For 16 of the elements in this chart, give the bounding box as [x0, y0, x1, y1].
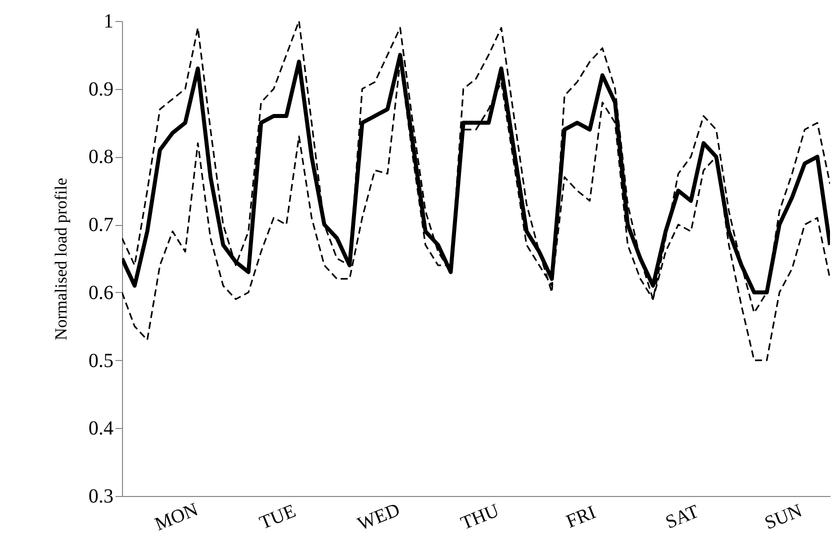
y-axis-title: Normalised load profile — [52, 178, 70, 340]
y-tick-label: 0.3 — [88, 486, 114, 508]
y-tick-label: 0.5 — [88, 350, 114, 372]
x-tick-label: TUE — [256, 500, 299, 534]
x-tick-label: THU — [458, 500, 502, 534]
y-tick-label: 0.4 — [88, 418, 114, 440]
y-tick-label: 0.6 — [88, 282, 114, 304]
x-tick-label: FRI — [564, 502, 599, 533]
x-tick-label: WED — [354, 499, 403, 536]
y-tick-label: 0.9 — [88, 78, 114, 100]
y-tick-label: 0.7 — [88, 214, 114, 236]
x-tick-label: SUN — [762, 500, 806, 534]
y-tick-label: 1 — [104, 10, 114, 32]
y-tick-label: 0.8 — [88, 146, 114, 168]
x-tick-label: MON — [152, 499, 202, 536]
x-tick-label: SAT — [662, 501, 702, 534]
